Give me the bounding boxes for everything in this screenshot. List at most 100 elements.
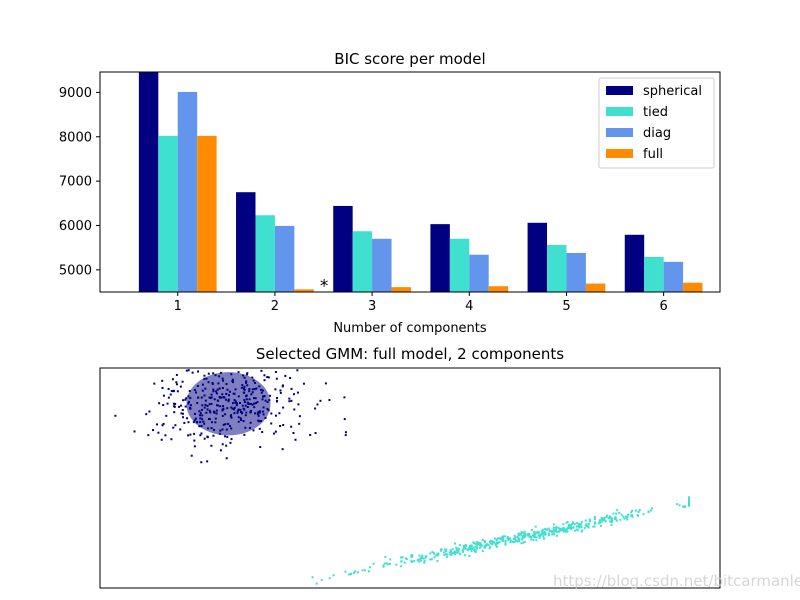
scatter-point bbox=[292, 432, 295, 435]
scatter-point bbox=[236, 410, 239, 413]
scatter-point bbox=[464, 547, 467, 550]
scatter-point bbox=[443, 553, 446, 556]
scatter-point bbox=[225, 457, 228, 460]
scatter-point bbox=[207, 381, 210, 384]
scatter-point bbox=[575, 528, 578, 531]
scatter-point bbox=[212, 372, 215, 375]
scatter-point bbox=[349, 573, 352, 576]
scatter-point bbox=[254, 402, 257, 405]
scatter-point bbox=[170, 389, 173, 392]
scatter-point bbox=[598, 520, 601, 523]
scatter-point bbox=[544, 527, 547, 530]
scatter-point bbox=[219, 449, 222, 452]
gmm-scatter-chart: Selected GMM: full model, 2 components bbox=[99, 345, 721, 589]
scatter-point bbox=[580, 523, 583, 526]
scatter-point bbox=[417, 558, 420, 561]
scatter-point bbox=[214, 374, 217, 377]
scatter-point bbox=[420, 556, 423, 559]
scatter-point bbox=[488, 547, 491, 550]
scatter-point bbox=[253, 381, 256, 384]
scatter-point bbox=[604, 519, 607, 522]
scatter-point bbox=[211, 381, 214, 384]
scatter-point bbox=[474, 549, 477, 552]
scatter-point bbox=[530, 538, 533, 541]
scatter-point bbox=[240, 418, 243, 421]
scatter-point bbox=[588, 518, 591, 521]
scatter-point bbox=[251, 403, 254, 406]
bar-diag-4 bbox=[469, 254, 489, 292]
scatter-point bbox=[221, 393, 224, 396]
scatter-point bbox=[248, 388, 251, 391]
scatter-point bbox=[574, 529, 577, 532]
x-tick-label: 6 bbox=[659, 299, 667, 314]
scatter-point bbox=[201, 404, 204, 407]
scatter-point bbox=[562, 529, 565, 532]
scatter-point bbox=[290, 387, 293, 390]
bar-spherical-3 bbox=[333, 205, 353, 292]
scatter-point bbox=[189, 397, 192, 400]
bar-diag-3 bbox=[372, 238, 392, 292]
scatter-point bbox=[239, 408, 242, 411]
scatter-point bbox=[224, 435, 227, 438]
scatter-point bbox=[240, 386, 243, 389]
scatter-point bbox=[249, 402, 252, 405]
scatter-point bbox=[651, 507, 654, 510]
scatter-point bbox=[212, 390, 215, 393]
scatter-point bbox=[245, 411, 248, 414]
scatter-point bbox=[237, 420, 240, 423]
scatter-point bbox=[243, 388, 246, 391]
scatter-point bbox=[196, 421, 199, 424]
scatter-point bbox=[444, 550, 447, 553]
scatter-point bbox=[247, 402, 250, 405]
scatter-point bbox=[196, 402, 199, 405]
scatter-point bbox=[533, 531, 536, 534]
scatter-point bbox=[610, 523, 613, 526]
scatter-point bbox=[216, 388, 219, 391]
scatter-point bbox=[363, 569, 366, 572]
scatter-point bbox=[527, 534, 530, 537]
scatter-point bbox=[444, 553, 447, 556]
bic-plot-frame bbox=[99, 71, 721, 293]
scatter-point bbox=[476, 546, 479, 549]
scatter-point bbox=[161, 386, 164, 389]
scatter-point bbox=[472, 546, 475, 549]
scatter-point bbox=[483, 545, 486, 548]
scatter-point bbox=[614, 516, 617, 519]
scatter-point bbox=[216, 404, 219, 407]
scatter-point bbox=[475, 547, 478, 550]
scatter-point bbox=[601, 520, 604, 523]
scatter-point bbox=[499, 537, 502, 540]
scatter-point bbox=[540, 533, 543, 536]
scatter-point bbox=[546, 528, 549, 531]
scatter-point bbox=[439, 548, 442, 551]
scatter-point bbox=[552, 526, 555, 529]
scatter-point bbox=[262, 413, 265, 416]
scatter-point bbox=[418, 554, 421, 557]
scatter-point bbox=[279, 424, 282, 427]
scatter-point bbox=[171, 378, 174, 381]
scatter-point bbox=[267, 409, 270, 412]
scatter-point bbox=[344, 434, 347, 437]
scatter-point bbox=[263, 379, 266, 382]
scatter-point bbox=[217, 399, 220, 402]
scatter-point bbox=[483, 546, 486, 549]
scatter-point bbox=[282, 406, 285, 409]
scatter-point bbox=[576, 522, 579, 525]
bar-spherical-5 bbox=[527, 222, 548, 292]
scatter-point bbox=[416, 559, 419, 562]
scatter-point bbox=[524, 533, 527, 536]
scatter-point bbox=[647, 511, 650, 514]
scatter-point bbox=[226, 407, 229, 410]
scatter-point bbox=[454, 542, 457, 545]
scatter-point bbox=[233, 412, 236, 415]
scatter-point bbox=[464, 545, 467, 548]
scatter-point bbox=[245, 381, 248, 384]
legend-label-spherical: spherical bbox=[643, 84, 702, 99]
scatter-point bbox=[581, 529, 584, 532]
scatter-point bbox=[206, 427, 209, 430]
scatter-point bbox=[189, 433, 192, 436]
scatter-point bbox=[281, 448, 284, 451]
scatter-point bbox=[240, 410, 243, 413]
scatter-point bbox=[449, 550, 452, 553]
scatter-point bbox=[203, 406, 206, 409]
